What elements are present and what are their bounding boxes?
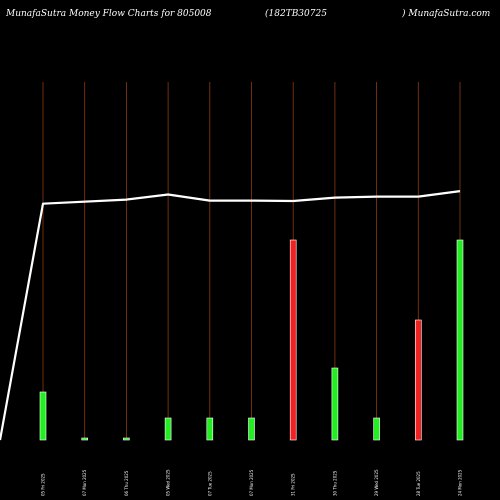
x-tick-label-0: 05 Fri 2025 <box>41 473 46 496</box>
x-tick-label-2: 06 Thu 2025 <box>124 470 129 496</box>
money-flow-line <box>0 190 461 441</box>
bar-7 <box>331 367 339 441</box>
bar-2 <box>123 437 130 441</box>
bar-0 <box>39 391 47 441</box>
bar-1 <box>81 437 88 441</box>
bar-5 <box>248 417 255 441</box>
bar-9 <box>414 319 422 441</box>
bar-8 <box>373 417 380 441</box>
bar-3 <box>164 417 172 441</box>
x-tick-label-6: 31 Fri 2025 <box>291 473 296 496</box>
bar-4 <box>206 417 214 441</box>
money-flow-line-path <box>0 190 461 441</box>
chart-title-right: ) MunafaSutra.com <box>401 8 490 19</box>
chart-title-left: MunafaSutra Money Flow Charts for 805008 <box>5 9 212 19</box>
x-tick-label-3: 05 Wed 2025 <box>166 469 171 496</box>
x-tick-label-10: 24 Mon 2025 <box>458 469 463 496</box>
x-tick-label-9: 28 Tue 2025 <box>416 471 421 496</box>
bar-10 <box>456 239 464 441</box>
chart-title-middle: (182TB30725 <box>265 8 327 19</box>
bar-6 <box>289 239 297 441</box>
bars <box>39 239 464 441</box>
x-tick-label-5: 07 Mon 2025 <box>249 469 254 496</box>
x-tick-label-1: 07 Mon 2025 <box>82 469 87 496</box>
x-axis-tick-labels: 05 Fri 2025 07 Mon 2025 06 Thu 2025 05 Wed … <box>41 469 463 496</box>
x-tick-label-8: 29 Wed 2025 <box>374 469 379 496</box>
x-tick-label-7: 30 Thu 2025 <box>332 470 337 496</box>
x-tick-label-4: 07 Tue 2025 <box>207 471 212 496</box>
